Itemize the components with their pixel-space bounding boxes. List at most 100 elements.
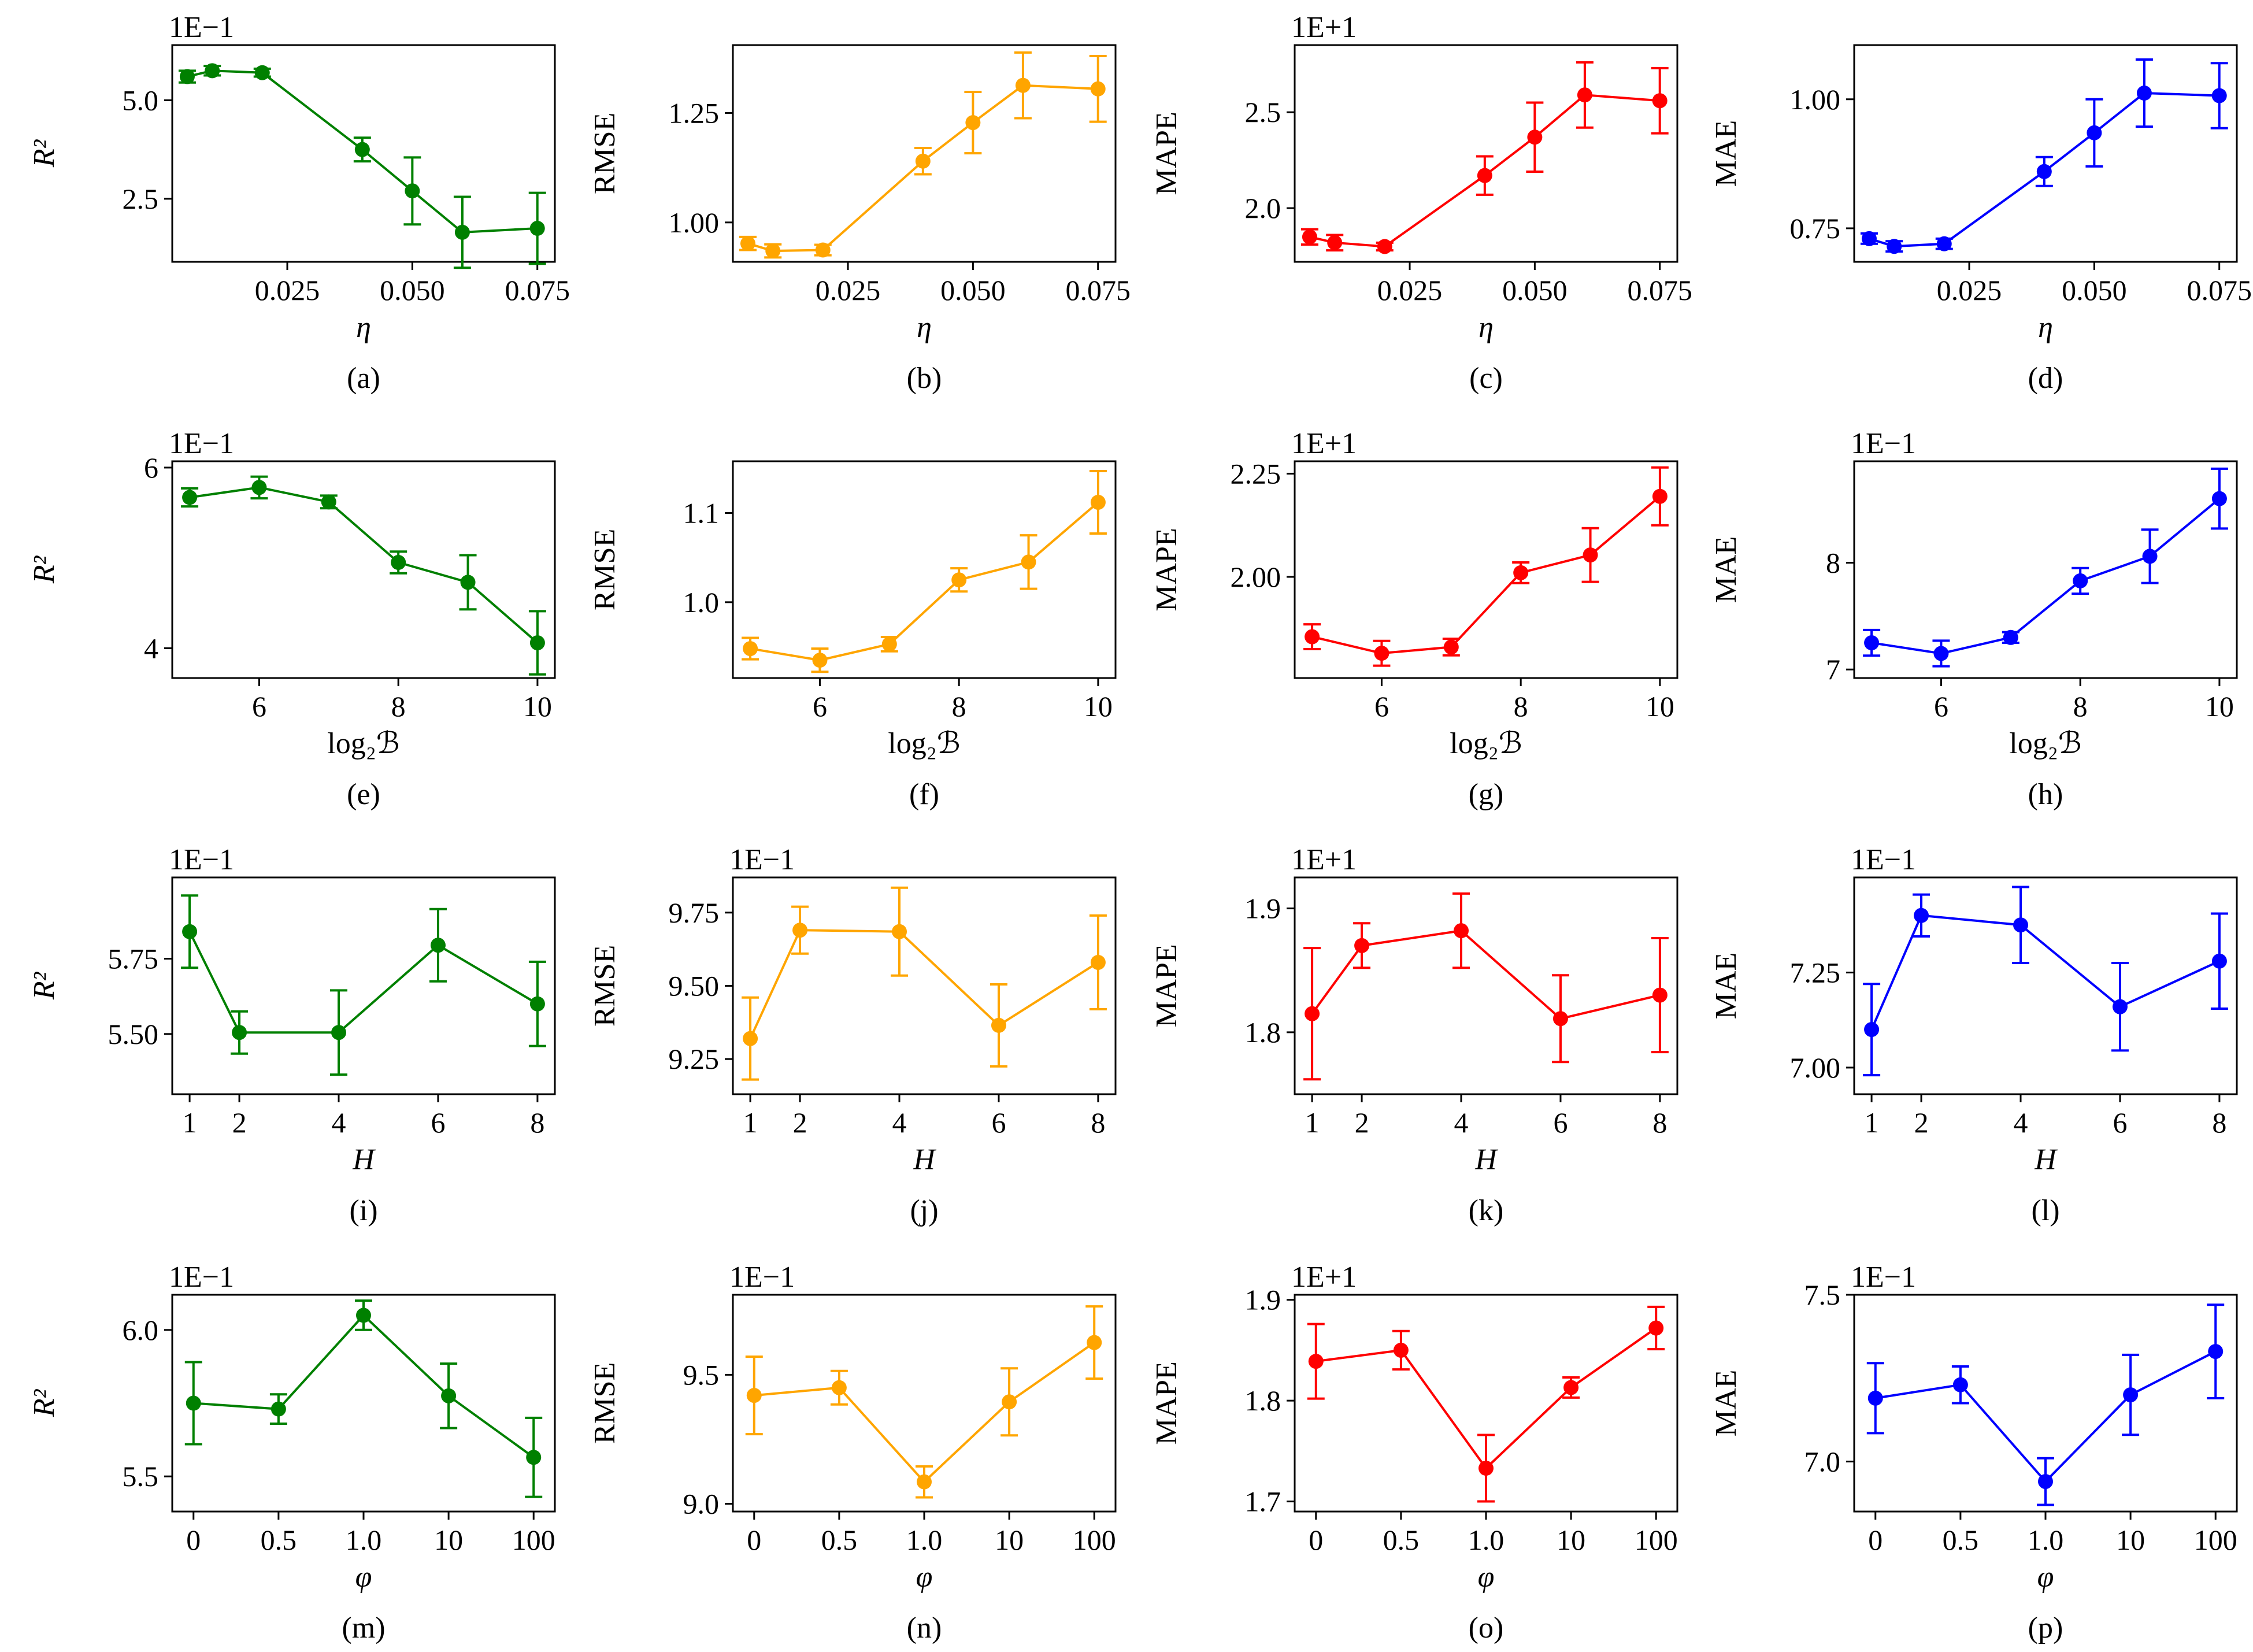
data-point [1002, 1394, 1017, 1410]
data-point [254, 65, 270, 80]
x-tick-label: 2 [1914, 1106, 1929, 1139]
x-tick-label: 1 [183, 1106, 197, 1139]
axis-offset-label: 1E−1 [729, 843, 795, 876]
y-axis-label: MAE [1710, 953, 1743, 1020]
subplot-caption: (e) [347, 778, 380, 811]
y-tick-label: 1.0 [683, 586, 720, 618]
y-tick-label: 2.5 [1245, 96, 1281, 128]
data-point [812, 653, 828, 668]
subplot-g: 6 8 10 2.00 2.25 1E+1 MAPE log₂ℬ (g) [1150, 427, 1678, 811]
subplot-caption: (h) [2028, 778, 2063, 811]
data-point [743, 641, 758, 657]
x-tick-label: 6 [991, 1106, 1006, 1139]
series-line [193, 1313, 535, 1458]
x-axis-label: log₂ℬ [888, 727, 960, 760]
y-tick-label: 2.0 [1245, 192, 1281, 224]
data-point [1090, 954, 1106, 970]
y-axis-label: MAPE [1150, 944, 1183, 1027]
x-tick-label: 10 [2116, 1524, 2145, 1556]
data-point [1477, 168, 1492, 183]
data-point [1652, 93, 1667, 109]
subplot-e: 6 8 10 4 6 1E−1 R² log₂ℬ (e) [28, 427, 556, 811]
data-point [1305, 629, 1320, 644]
x-tick-label: 0.5 [1943, 1524, 1979, 1556]
axis-offset-label: 1E−1 [169, 11, 234, 44]
x-tick-label: 10 [2205, 690, 2234, 723]
y-tick-label: 2.5 [123, 183, 159, 215]
y-axis-label: RMSE [588, 529, 621, 611]
data-point [356, 1307, 371, 1323]
subplot-caption: (i) [349, 1194, 377, 1227]
y-tick-label: 1.9 [1245, 1284, 1281, 1316]
x-tick-label: 0.5 [1383, 1524, 1420, 1556]
axes-frame [1853, 876, 2238, 1095]
y-tick-label: 1.1 [683, 497, 720, 529]
x-tick-label: 0.050 [1502, 274, 1568, 306]
y-tick-label: 9.75 [669, 897, 720, 929]
x-tick-label: 0.050 [940, 274, 1006, 306]
x-tick-label: 8 [530, 1106, 544, 1139]
series-line [189, 486, 539, 644]
data-point [951, 572, 967, 588]
y-tick-label: 2.00 [1231, 561, 1281, 593]
data-point [1936, 236, 1952, 251]
x-tick-label: 0.075 [505, 274, 570, 306]
y-axis-label: RMSE [588, 1362, 621, 1444]
data-point [815, 242, 831, 258]
subplot-o: 0 0.5 1.0 10 100 1.7 1.8 1.9 1E+1 MAPE φ (o) [1150, 1261, 1678, 1644]
series-line [750, 501, 1099, 662]
data-point [2036, 164, 2052, 179]
series-line [749, 929, 1099, 1039]
axes-frame [1294, 44, 1678, 263]
data-point [740, 236, 755, 251]
data-point [354, 142, 370, 157]
data-point [1513, 565, 1529, 580]
x-axis-label: log₂ℬ [327, 727, 399, 760]
data-point [1933, 646, 1949, 661]
data-point [454, 224, 470, 240]
x-tick-label: 10 [1557, 1524, 1585, 1556]
data-point [1354, 938, 1370, 953]
data-point [1864, 635, 1880, 651]
x-tick-label: 0 [747, 1524, 761, 1556]
series-line [1871, 498, 2221, 655]
x-tick-label: 8 [1652, 1106, 1667, 1139]
data-point [1648, 1320, 1664, 1336]
data-point [1577, 87, 1592, 103]
subplot-caption: (c) [1469, 362, 1503, 395]
data-point [1302, 229, 1317, 245]
data-point [743, 1031, 758, 1046]
y-tick-label: 9.50 [669, 970, 720, 1002]
data-point [1861, 231, 1877, 246]
x-tick-label: 0.050 [2062, 274, 2127, 306]
y-axis-label: MAPE [1150, 528, 1183, 611]
data-point [1454, 923, 1469, 939]
x-axis-label: log₂ℬ [1450, 727, 1522, 760]
data-point [892, 924, 907, 939]
subplot-m: 0 0.5 1.0 10 100 5.5 6.0 1E−1 R² φ (m) [28, 1261, 556, 1644]
data-point [746, 1388, 762, 1403]
x-tick-label: 1 [1305, 1106, 1320, 1139]
x-tick-label: 6 [2113, 1106, 2127, 1139]
y-axis-label: RMSE [588, 113, 621, 195]
y-tick-label: 1.00 [669, 206, 720, 239]
x-tick-label: 1.0 [1468, 1524, 1505, 1556]
data-point [182, 924, 198, 939]
data-point [270, 1401, 286, 1417]
x-tick-label: 0.075 [2187, 274, 2252, 306]
x-tick-label: 6 [813, 690, 827, 723]
y-axis-label: MAE [1710, 536, 1743, 603]
data-point [831, 1380, 847, 1395]
data-point [1327, 235, 1343, 250]
y-tick-label: 1.00 [1790, 83, 1841, 116]
data-point [186, 1395, 201, 1411]
x-tick-label: 0.025 [1937, 274, 2002, 306]
y-tick-label: 5.0 [123, 84, 159, 116]
y-tick-label: 9.5 [683, 1358, 720, 1391]
axis-offset-label: 1E−1 [169, 843, 234, 876]
data-point [1867, 1390, 1883, 1406]
series-line [1311, 495, 1661, 655]
x-tick-label: 6 [1934, 690, 1948, 723]
data-point [1887, 239, 1902, 254]
